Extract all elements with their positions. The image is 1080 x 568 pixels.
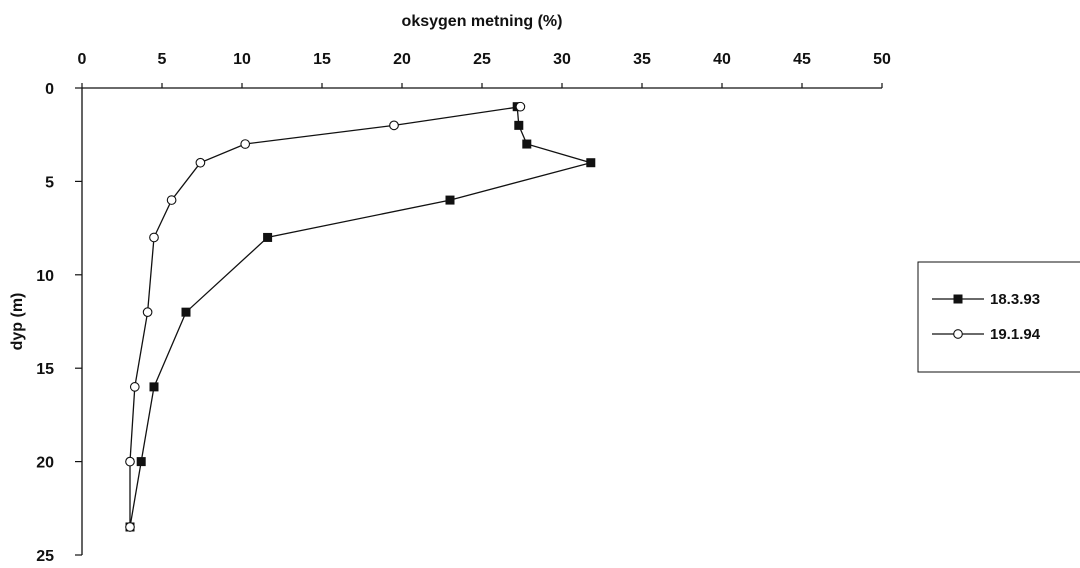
data-point — [522, 139, 532, 149]
data-point — [149, 382, 159, 392]
legend-box — [917, 261, 1080, 373]
data-point — [515, 101, 526, 112]
series-line — [129, 106, 521, 527]
legend-marker — [953, 329, 963, 339]
data-point — [240, 139, 251, 149]
y-tick-label: 10 — [36, 268, 54, 285]
y-tick-label: 0 — [45, 81, 54, 98]
x-tick-label: 30 — [553, 51, 571, 68]
data-point — [136, 457, 146, 467]
data-point — [181, 307, 191, 317]
x-tick-label: 35 — [633, 51, 651, 68]
x-tick-label: 40 — [713, 51, 731, 68]
legend-entry: 18.3.93 — [932, 291, 1040, 308]
y-axis-title: dyp (m) — [9, 293, 26, 351]
data-point — [129, 382, 140, 392]
data-point — [195, 157, 206, 168]
x-tick-label: 0 — [78, 51, 87, 68]
data-point — [142, 307, 153, 318]
data-point — [389, 120, 399, 131]
data-point — [125, 522, 135, 532]
y-tick-label: 25 — [36, 548, 54, 563]
series-19-1-94 — [125, 101, 526, 532]
y-tick-label: 20 — [36, 455, 54, 472]
x-tick-label: 5 — [158, 51, 167, 68]
legend: 18.3.93 19.1.94 — [917, 261, 1080, 373]
series-18-3-93 — [125, 102, 596, 532]
axes: 0 5 10 15 20 25 30 35 40 45 50 oksygen metning (%) 0… — [9, 13, 891, 565]
x-tick-label: 25 — [473, 51, 491, 68]
y-tick-label: 5 — [45, 174, 54, 191]
data-point — [149, 232, 159, 243]
legend-label: 18.3.93 — [990, 291, 1040, 308]
data-point — [445, 195, 455, 205]
series-layer — [125, 101, 596, 532]
x-tick-label: 45 — [793, 51, 811, 68]
x-tick-label: 50 — [873, 51, 891, 68]
x-tick-label: 20 — [393, 51, 411, 68]
legend-label: 19.1.94 — [990, 326, 1041, 343]
data-point — [125, 456, 135, 467]
x-tick-label: 15 — [313, 51, 331, 68]
data-point — [514, 120, 524, 130]
legend-entry: 19.1.94 — [932, 326, 1041, 343]
data-point — [263, 232, 273, 242]
series-line — [129, 106, 594, 528]
data-point — [166, 195, 177, 205]
x-tick-label: 10 — [233, 51, 251, 68]
y-tick-label: 15 — [36, 361, 54, 378]
x-axis-title: oksygen metning (%) — [402, 13, 563, 30]
data-point — [586, 158, 596, 168]
legend-marker — [953, 294, 963, 304]
